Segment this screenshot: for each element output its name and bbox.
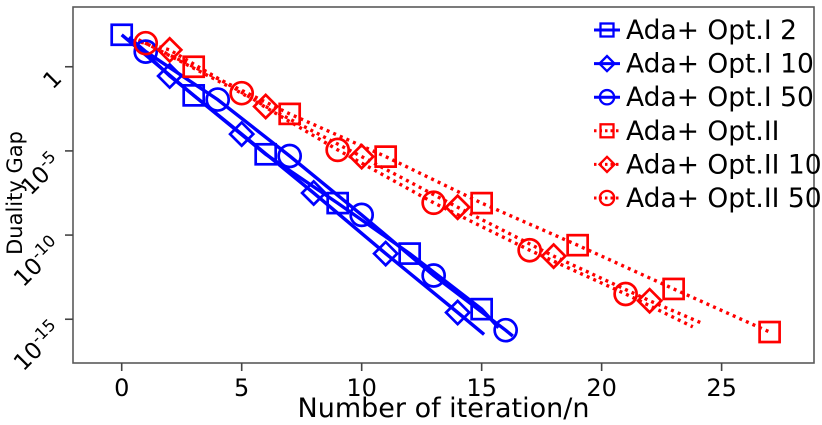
- square-marker: [599, 22, 615, 38]
- circle-marker: [325, 137, 351, 163]
- legend-label: Ada+ Opt.II 50: [626, 183, 822, 214]
- series-markers-layer: [110, 23, 781, 344]
- legend-item: Ada+ Opt.II 50: [594, 183, 822, 214]
- x-tick-label: 20: [586, 374, 617, 402]
- circle-marker: [421, 263, 447, 288]
- series-line: [140, 40, 694, 329]
- diamond-marker: [348, 143, 376, 171]
- circle-marker: [517, 237, 542, 263]
- diamond-marker: [156, 36, 184, 64]
- legend-label: Ada+ Opt.I 50: [626, 82, 814, 113]
- y-axis-label: Duality Gap: [3, 131, 27, 255]
- diamond-marker: [444, 193, 472, 221]
- circle-marker: [229, 80, 255, 106]
- circle-marker: [133, 39, 159, 64]
- series-markers: [110, 23, 494, 321]
- circle-marker: [598, 189, 616, 207]
- legend-label: Ada+ Opt.I 2: [626, 15, 797, 46]
- legend-item: Ada+ Opt.II 10: [594, 149, 822, 180]
- square-marker: [254, 142, 278, 166]
- square-marker: [566, 233, 589, 257]
- diamond-marker: [444, 298, 472, 327]
- legend-label: Ada+ Opt.I 10: [626, 49, 814, 80]
- square-marker: [278, 102, 302, 126]
- series-markers: [182, 55, 781, 344]
- square-marker: [470, 297, 494, 321]
- plot-frame: [72, 6, 815, 364]
- series-line: [130, 38, 486, 336]
- diamond-marker: [540, 242, 568, 270]
- circle-marker: [349, 202, 375, 228]
- circle-marker: [277, 143, 303, 169]
- legend-label: Ada+ Opt.II 10: [626, 149, 822, 180]
- circle-marker: [205, 87, 231, 112]
- series-line: [138, 39, 704, 325]
- circle-marker: [598, 88, 616, 106]
- legend-item: Ada+ Opt.I 2: [594, 15, 797, 46]
- circle-marker: [613, 281, 638, 307]
- diamond-marker: [636, 287, 664, 315]
- circle-marker: [421, 190, 447, 216]
- series-markers: [156, 62, 472, 327]
- x-axis-label: Number of iteration/n: [298, 393, 590, 424]
- y-tick-label: 1: [39, 66, 68, 95]
- x-tick-label: 15: [466, 374, 497, 402]
- series-markers: [133, 30, 638, 307]
- x-tick-label: 5: [234, 374, 249, 402]
- square-marker: [182, 55, 206, 79]
- series-line: [127, 36, 514, 338]
- legend-item: Ada+ Opt.I 50: [594, 82, 814, 113]
- legend-label: Ada+ Opt.II: [626, 116, 779, 147]
- square-marker: [398, 242, 422, 265]
- square-marker: [662, 277, 685, 301]
- diamond-marker: [597, 54, 617, 73]
- square-marker: [470, 191, 494, 215]
- x-tick-label: 0: [114, 374, 129, 402]
- series-markers: [133, 39, 518, 343]
- series-lines-layer: [120, 33, 771, 338]
- square-marker: [758, 320, 781, 344]
- diamond-marker: [252, 92, 280, 120]
- diamond-marker: [156, 62, 184, 90]
- x-tick-label: 10: [346, 374, 377, 402]
- x-tick-label: 25: [706, 374, 737, 402]
- circle-marker: [493, 317, 518, 343]
- square-marker: [374, 145, 398, 168]
- y-tick-label: 10-15: [6, 315, 67, 376]
- diamond-marker: [597, 155, 617, 174]
- legend-item: Ada+ Opt.I 10: [594, 49, 814, 80]
- diamond-marker: [300, 179, 328, 207]
- diamond-marker: [228, 120, 256, 148]
- square-marker: [110, 23, 134, 47]
- legend-item: Ada+ Opt.II: [594, 116, 779, 147]
- circle-marker: [133, 30, 159, 56]
- diamond-marker: [372, 240, 400, 268]
- square-marker: [599, 123, 615, 139]
- square-marker: [326, 191, 350, 215]
- series-markers: [156, 36, 664, 315]
- square-marker: [182, 84, 206, 107]
